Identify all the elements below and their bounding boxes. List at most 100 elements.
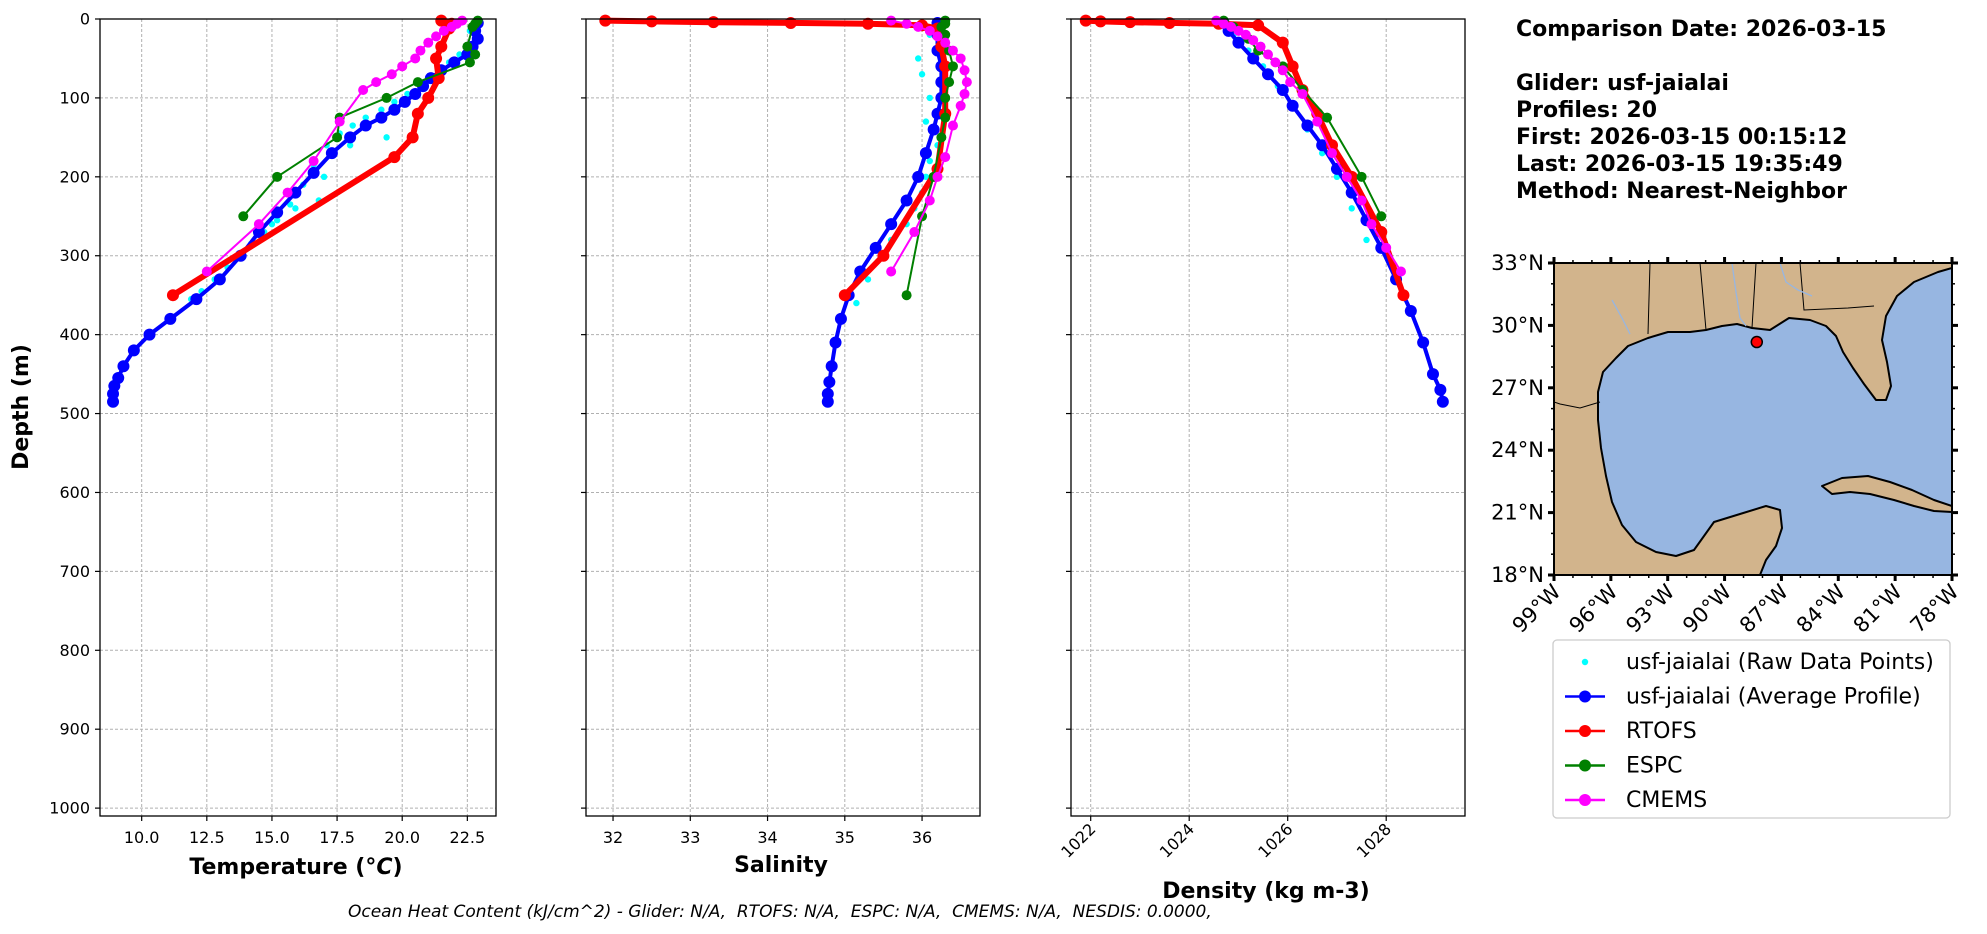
temperature-usf-jaialai-average-profile-marker bbox=[388, 103, 401, 116]
salinity-tick-label: 34 bbox=[757, 828, 777, 847]
temperature-usf-jaialai-average-profile-marker bbox=[117, 360, 130, 373]
salinity-rtofs-marker bbox=[599, 14, 612, 27]
map-rivers bbox=[1611, 263, 1813, 335]
temperature-usf-jaialai-raw-data-points-point bbox=[346, 142, 354, 149]
depth-tick-label: 300 bbox=[59, 246, 90, 265]
depth-tick-label: 200 bbox=[59, 167, 90, 186]
temperature-usf-jaialai-raw-data-points-point bbox=[404, 90, 411, 98]
salinity-usf-jaialai-average-profile-marker bbox=[821, 395, 834, 408]
temperature-espc-marker bbox=[467, 21, 478, 32]
temperature-usf-jaialai-average-profile-marker bbox=[375, 111, 388, 124]
temperature-cmems-marker bbox=[358, 85, 369, 96]
temperature-usf-jaialai-raw-data-points-point bbox=[273, 217, 281, 224]
density-panel: 1022 1024 1026 1028 bbox=[1057, 14, 1466, 862]
density-usf-jaialai-average-profile-marker bbox=[1276, 84, 1289, 97]
temperature-usf-jaialai-raw-data-points-point bbox=[349, 122, 356, 129]
temperature-cmems-marker bbox=[386, 69, 397, 80]
density-series-group bbox=[1079, 14, 1449, 408]
salinity-espc-marker bbox=[947, 61, 958, 72]
temperature-cmems-marker bbox=[308, 156, 319, 167]
temperature-usf-jaialai-raw-data-points-point bbox=[378, 106, 385, 113]
salinity-rtofs-marker bbox=[784, 16, 797, 29]
salinity-cmems-marker bbox=[955, 100, 966, 111]
comparison-date: Comparison Date: 2026-03-15 bbox=[1516, 17, 1887, 42]
density-cmems-marker bbox=[1327, 148, 1338, 159]
temperature-usf-jaialai-average-profile-marker bbox=[190, 293, 203, 306]
temperature-cmems-marker bbox=[438, 25, 449, 36]
salinity-usf-jaialai-raw-data-points-point bbox=[922, 118, 930, 125]
map-longitude-label: 96°W bbox=[1564, 579, 1622, 637]
salinity-cmems-marker bbox=[932, 171, 943, 182]
salinity-usf-jaialai-raw-data-points-point bbox=[922, 173, 930, 181]
temperature-espc-marker bbox=[272, 171, 283, 182]
depth-tick-label: 800 bbox=[59, 641, 90, 660]
salinity-cmems-marker bbox=[932, 31, 943, 42]
density-cmems-marker bbox=[1226, 21, 1237, 32]
density-rtofs-marker bbox=[1079, 14, 1092, 27]
salinity-cmems-marker bbox=[947, 120, 958, 131]
legend-marker bbox=[1579, 725, 1591, 737]
legend-marker bbox=[1581, 658, 1589, 666]
temperature-espc-marker bbox=[462, 41, 473, 52]
density-rtofs-marker bbox=[1252, 19, 1265, 32]
salinity-usf-jaialai-raw-data-points-point bbox=[926, 157, 933, 165]
density-usf-jaialai-average-profile-marker bbox=[1426, 368, 1439, 381]
temperature-usf-jaialai-average-profile-marker bbox=[448, 56, 461, 69]
salinity-cmems-marker bbox=[955, 53, 966, 64]
legend-label: usf-jaialai (Raw Data Points) bbox=[1626, 650, 1934, 675]
temperature-cmems-marker bbox=[201, 266, 212, 277]
density-espc-marker bbox=[1356, 171, 1367, 182]
temperature-rtofs-marker bbox=[166, 289, 179, 302]
density-rtofs-marker bbox=[1276, 36, 1289, 49]
ocean-heat-content-caption: Ocean Heat Content (kJ/cm^2) - Glider: N… bbox=[348, 902, 1212, 922]
temperature-usf-jaialai-raw-data-points-point bbox=[362, 114, 369, 121]
density-usf-jaialai-average-profile-marker bbox=[1232, 36, 1245, 49]
density-cmems-marker bbox=[1381, 242, 1392, 253]
salinity-espc-marker bbox=[944, 77, 955, 88]
legend-marker bbox=[1579, 794, 1591, 806]
legend-marker bbox=[1579, 690, 1591, 703]
density-frame bbox=[1070, 18, 1466, 817]
temperature-cmems-marker bbox=[397, 61, 408, 72]
salinity-series-group bbox=[599, 14, 972, 408]
temperature-usf-jaialai-average-profile-marker bbox=[359, 119, 372, 132]
salinity-cmems-marker bbox=[940, 152, 951, 163]
salinity-usf-jaialai-average-profile-marker bbox=[885, 218, 898, 231]
density-cmems-marker bbox=[1285, 77, 1296, 88]
map-tick-marks bbox=[1548, 257, 1958, 581]
density-cmems-marker bbox=[1263, 49, 1273, 60]
temperature-cmems-marker bbox=[253, 219, 264, 230]
salinity-tick-label: 33 bbox=[680, 828, 700, 847]
salinity-cmems-marker bbox=[959, 65, 970, 76]
salinity-cmems-marker bbox=[886, 15, 897, 26]
map-longitude-label: 81°W bbox=[1849, 579, 1907, 637]
temperature-tick-label: 12.5 bbox=[189, 828, 225, 847]
map-longitude-labels: 99°W96°W93°W90°W87°W84°W81°W78°W bbox=[1508, 579, 1964, 637]
temperature-usf-jaialai-average-profile-marker bbox=[143, 328, 156, 341]
legend-label: RTOFS bbox=[1626, 719, 1697, 744]
temperature-rtofs-marker bbox=[435, 40, 448, 53]
salinity-usf-jaialai-raw-data-points-point bbox=[853, 299, 860, 307]
salinity-rtofs-marker bbox=[707, 16, 720, 29]
legend: usf-jaialai (Raw Data Points) usf-jaialai… bbox=[1552, 639, 1951, 819]
temperature-cmems-marker bbox=[410, 53, 421, 64]
density-tick-label: 1026 bbox=[1254, 819, 1296, 861]
salinity-espc-marker bbox=[901, 290, 912, 301]
density-espc-marker bbox=[1322, 112, 1333, 123]
temperature-tick-label: 17.5 bbox=[319, 828, 355, 847]
temperature-usf-jaialai-average-profile-marker bbox=[325, 147, 338, 160]
temperature-usf-jaialai-average-profile-marker bbox=[344, 131, 357, 144]
density-rtofs-marker bbox=[1286, 60, 1299, 73]
temperature-usf-jaialai-average-profile-marker bbox=[271, 206, 284, 219]
salinity-frame bbox=[585, 18, 981, 817]
density-usf-jaialai-average-profile-marker bbox=[1436, 395, 1449, 408]
temperature-usf-jaialai-average-profile-marker bbox=[127, 344, 140, 357]
density-cmems-marker bbox=[1312, 116, 1323, 127]
temperature-cmems-marker bbox=[334, 116, 345, 127]
density-cmems-marker bbox=[1395, 266, 1406, 277]
temperature-rtofs-marker bbox=[388, 151, 401, 164]
temperature-usf-jaialai-average-profile-marker bbox=[398, 95, 411, 108]
map-frame bbox=[1553, 262, 1953, 576]
density-rtofs-marker bbox=[1163, 16, 1176, 29]
